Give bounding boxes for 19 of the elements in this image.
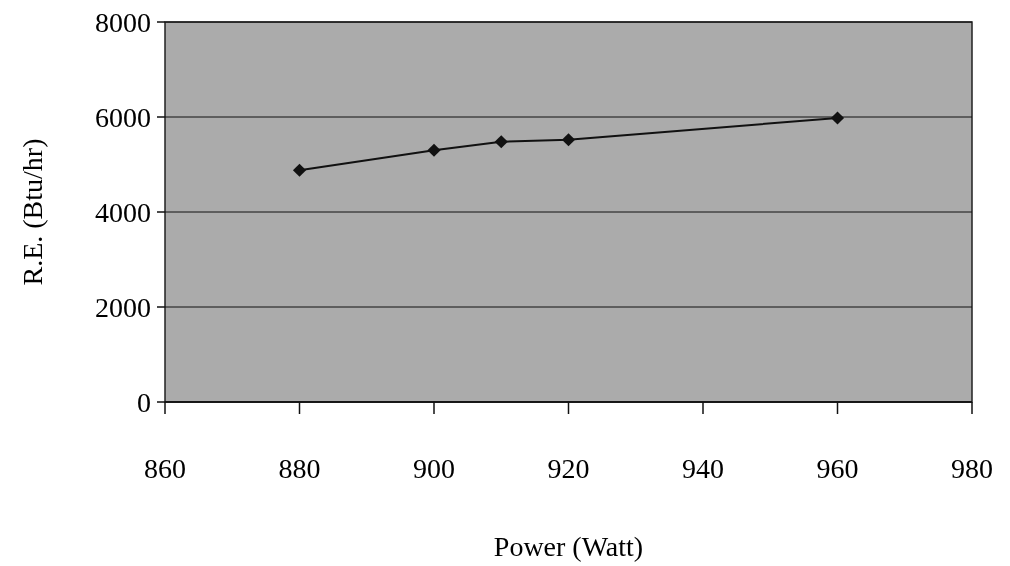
y-axis-title: R.E. (Btu/hr) [17, 138, 48, 286]
x-axis-title: Power (Watt) [493, 531, 644, 562]
point [292, 163, 307, 177]
point [427, 143, 441, 157]
x-tick-label: 880 [278, 453, 321, 484]
y-tick-label: 8000 [95, 6, 151, 38]
point [561, 133, 576, 147]
y-tick-label: 6000 [95, 101, 151, 133]
y-tick-label: 4000 [95, 196, 151, 228]
x-tick-label: 980 [951, 453, 993, 484]
x-tick-label: 860 [144, 453, 186, 484]
point [494, 135, 508, 149]
x-tick-label: 920 [547, 453, 590, 484]
y-tick-label: 2000 [95, 291, 151, 323]
point [830, 111, 845, 125]
y-tick-label: 0 [137, 386, 151, 418]
x-tick-label: 960 [816, 453, 859, 484]
x-tick-label: 900 [413, 453, 455, 484]
x-tick-label: 940 [682, 453, 724, 484]
